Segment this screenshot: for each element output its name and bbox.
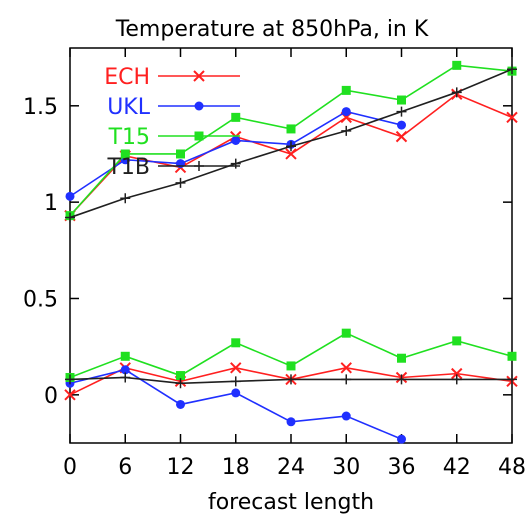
data-point: [397, 95, 406, 105]
x-tick-label: 42: [443, 455, 471, 480]
legend-label: T1B: [106, 155, 150, 180]
legend-item-t15: T15: [108, 125, 240, 150]
data-point: [286, 374, 296, 385]
x-axis-label: forecast length: [208, 490, 374, 515]
data-point: [396, 106, 407, 117]
data-point: [65, 374, 75, 385]
data-point: [231, 135, 241, 145]
x-tick-label: 18: [222, 455, 250, 480]
legend: ECH UKL T15 T1B: [104, 65, 240, 180]
data-point: [230, 158, 241, 169]
data-point: [176, 149, 185, 159]
legend-marker: [194, 101, 204, 111]
series-t1b-upper: [65, 64, 517, 223]
legend-label: T15: [108, 125, 150, 150]
series-layer: [64, 60, 518, 444]
data-point: [231, 112, 241, 122]
data-point: [507, 64, 517, 75]
data-point: [120, 193, 131, 204]
data-point: [451, 367, 463, 380]
data-point: [286, 141, 296, 152]
data-point: [340, 362, 352, 374]
series-t15-upper: [65, 60, 517, 221]
data-point: [175, 378, 186, 389]
data-point: [452, 336, 462, 346]
data-point: [65, 212, 75, 223]
data-point: [507, 374, 517, 385]
x-tick-label: 48: [498, 455, 526, 480]
legend-marker: [193, 70, 205, 82]
data-point: [285, 148, 297, 160]
data-point: [507, 351, 517, 361]
data-point: [341, 411, 351, 421]
x-tick-label: 24: [277, 455, 305, 480]
legend-item-ukl: UKL: [107, 95, 240, 120]
data-point: [452, 60, 462, 70]
y-tick-label: 0: [44, 384, 58, 409]
x-tick-label: 36: [388, 455, 416, 480]
legend-marker: [194, 161, 204, 171]
data-point: [65, 191, 75, 201]
data-point: [396, 374, 407, 385]
data-point: [176, 399, 185, 409]
data-point: [397, 120, 406, 130]
data-point: [395, 130, 408, 143]
data-point: [231, 388, 241, 398]
series-ukl-lower: [65, 365, 406, 444]
legend-marker: [194, 131, 204, 141]
y-axis: 0 0.5 1 1.5: [23, 95, 512, 409]
data-point: [120, 149, 130, 159]
data-point: [286, 361, 296, 371]
y-tick-label: 0.5: [23, 287, 58, 312]
data-point: [286, 124, 296, 134]
legend-item-ech: ECH: [104, 65, 240, 90]
data-point: [120, 372, 131, 383]
data-point: [341, 85, 351, 95]
data-point: [120, 365, 130, 375]
data-point: [286, 417, 296, 427]
x-tick-label: 0: [63, 455, 77, 480]
data-point: [341, 125, 352, 136]
data-point: [341, 107, 351, 117]
data-point: [397, 353, 406, 363]
legend-label: UKL: [107, 95, 151, 120]
data-point: [231, 338, 241, 348]
data-point: [230, 362, 242, 374]
legend-label: ECH: [104, 65, 150, 90]
y-tick-label: 1.5: [23, 95, 58, 120]
data-point: [451, 374, 462, 385]
data-point: [120, 351, 130, 361]
data-point: [341, 374, 352, 385]
data-point: [341, 328, 351, 338]
data-point: [506, 111, 518, 124]
x-tick-label: 6: [118, 455, 132, 480]
x-tick-label: 30: [332, 455, 360, 480]
series-t1b-lower: [65, 372, 517, 389]
data-point: [397, 434, 406, 444]
legend-item-t1b: T1B: [106, 155, 240, 180]
data-point: [230, 376, 241, 387]
chart-title: Temperature at 850hPa, in K: [115, 17, 429, 42]
data-point: [176, 371, 185, 381]
data-point: [64, 389, 76, 401]
y-tick-label: 1: [44, 191, 58, 216]
x-axis: 0 6 12 18 24 30 36 42 48: [63, 48, 526, 480]
data-point: [175, 177, 186, 188]
x-tick-label: 12: [167, 455, 195, 480]
data-point: [451, 87, 462, 98]
